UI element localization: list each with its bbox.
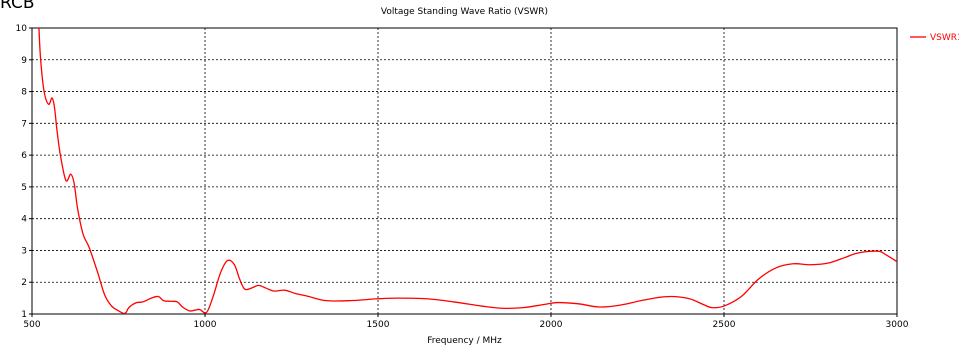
y-tick-label: 3	[21, 246, 27, 256]
x-axis-label: Frequency / MHz	[427, 336, 502, 346]
x-tick-label: 1500	[367, 320, 390, 330]
corner-label: RCB	[0, 0, 35, 13]
y-tick-label: 7	[21, 119, 27, 129]
x-tick-label: 2000	[540, 320, 563, 330]
y-tick-label: 2	[21, 278, 27, 288]
y-tick-label: 4	[21, 215, 27, 225]
y-tick-label: 5	[21, 183, 27, 193]
series-layer	[38, 28, 897, 314]
x-tick-label: 2500	[713, 320, 736, 330]
y-tick-label: 10	[16, 24, 28, 34]
legend-label: VSWR1	[930, 33, 959, 43]
x-tick-label: 1000	[194, 320, 217, 330]
x-tick-label: 3000	[886, 320, 909, 330]
legend[interactable]: VSWR1	[910, 33, 959, 43]
chart-title: Voltage Standing Wave Ratio (VSWR)	[381, 7, 548, 17]
y-tick-label: 9	[21, 56, 27, 66]
y-tick-label: 1	[21, 310, 27, 320]
y-tick-label: 6	[21, 151, 27, 161]
x-tick-label: 500	[23, 320, 40, 330]
y-axis-ticks: 1 2 3 4 5 6 7 8 9 10	[16, 24, 32, 320]
grid-lines	[32, 28, 897, 314]
y-tick-label: 8	[21, 88, 27, 98]
series-line-vswr1	[38, 28, 897, 314]
plot-area-frame	[31, 27, 898, 315]
x-axis-ticks: 500 1000 1500 2000 2500 3000	[23, 314, 909, 330]
